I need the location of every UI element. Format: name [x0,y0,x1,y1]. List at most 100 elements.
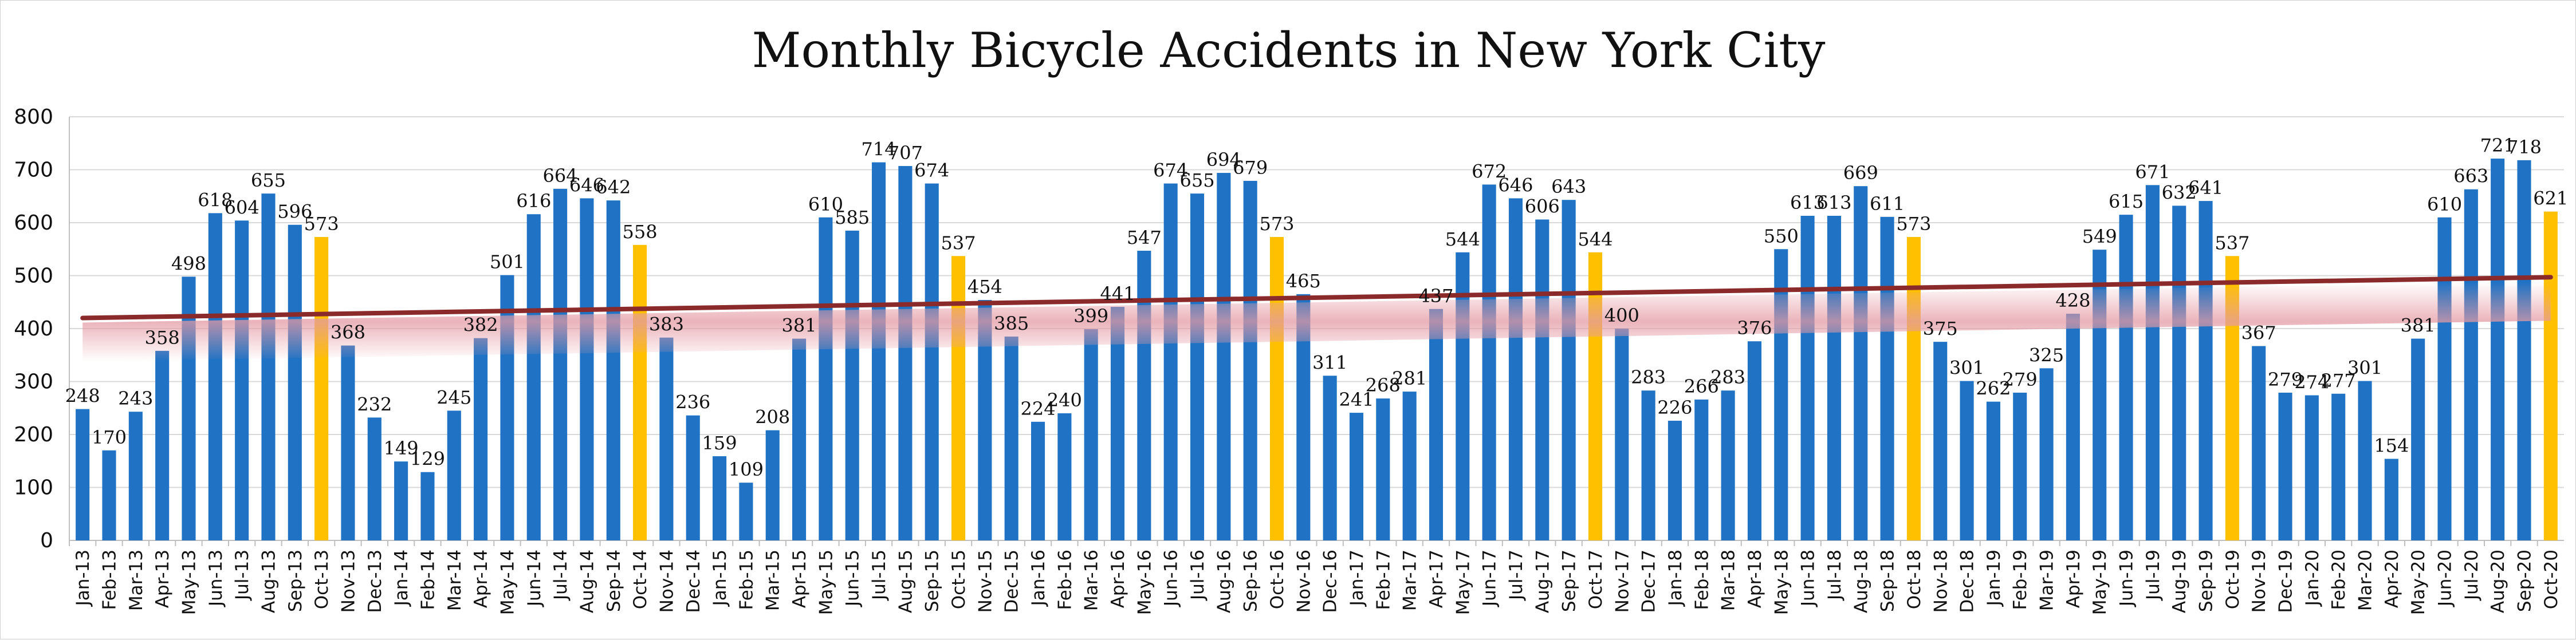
data-label-Jul-19: 671 [2135,161,2170,183]
data-label-Jul-15: 714 [862,139,896,160]
bar-Oct-15 [951,256,966,540]
x-tick-label: Sep-18 [1878,550,1898,612]
x-tick-label: Aug-15 [895,550,916,613]
data-label-May-15: 610 [808,193,843,215]
data-label-Dec-16: 311 [1312,351,1347,373]
x-tick-label: Aug-18 [1851,550,1871,613]
data-label-Apr-20: 154 [2374,435,2409,457]
x-tick-label: Jul-14 [550,550,571,601]
data-label-Nov-17: 400 [1604,305,1639,326]
bar-Sep-18 [1880,216,1894,540]
bar-Apr-15 [792,338,807,540]
bar-Feb-17 [1376,398,1390,540]
data-label-Aug-17: 606 [1525,195,1560,217]
bar-Aug-13 [261,193,276,540]
x-tick-label: Mar-17 [1400,550,1421,611]
bar-Jun-16 [1163,183,1178,540]
bar-Oct-17 [1588,252,1603,540]
bar-Feb-13 [102,450,116,540]
x-tick-label: Sep-14 [604,550,624,612]
x-tick-label: Mar-16 [1081,550,1102,611]
bar-layer [76,159,2558,541]
x-tick-label: Jun-14 [524,550,545,607]
x-tick-label: Feb-13 [99,550,120,610]
data-label-Jul-18: 613 [1816,192,1851,214]
data-label-Feb-20: 277 [2321,370,2356,392]
bar-Aug-18 [1854,186,1868,540]
bar-Sep-17 [1562,200,1576,541]
x-tick-label: May-13 [179,550,199,615]
data-label-Sep-17: 643 [1551,176,1586,197]
data-label-Apr-13: 358 [145,327,180,349]
data-label-Mar-17: 281 [1392,368,1427,389]
data-label-Mar-13: 243 [118,388,153,409]
data-label-Jul-20: 663 [2453,165,2488,187]
bar-May-13 [182,276,196,540]
bar-Dec-17 [1641,390,1655,540]
x-tick-label: Oct-13 [312,550,332,609]
bar-Apr-14 [474,338,488,540]
x-tick-label: Jul-13 [232,550,253,601]
data-label-Nov-14: 383 [649,314,684,335]
bar-Apr-18 [1747,341,1761,540]
bar-Jul-18 [1827,215,1841,541]
bar-Sep-16 [1243,180,1257,540]
bar-Nov-19 [2252,346,2266,540]
x-tick-label: Jun-13 [206,550,226,607]
y-tick-label: 400 [14,317,53,341]
x-tick-label: Jan-14 [391,550,412,607]
x-tick-label: Feb-14 [418,550,438,610]
bar-Feb-20 [2331,393,2346,540]
y-tick-label: 300 [14,370,53,394]
data-label-Sep-18: 611 [1870,193,1905,215]
data-label-Dec-14: 236 [675,392,710,413]
data-label-Jun-16: 674 [1153,160,1188,181]
bar-Aug-17 [1535,219,1549,540]
data-label-Sep-16: 679 [1233,157,1268,179]
x-tick-label: Feb-17 [1373,550,1394,610]
bar-Dec-15 [1004,336,1018,540]
data-label-Nov-13: 368 [331,322,365,343]
bar-Dec-19 [2278,392,2292,540]
x-tick-label: Aug-19 [2169,550,2190,613]
bar-Jun-13 [208,213,222,541]
data-label-Dec-18: 301 [1949,357,1984,379]
y-tick-label: 200 [14,423,53,447]
bar-Jun-17 [1482,184,1496,540]
x-tick-label: Mar-20 [2355,550,2376,611]
x-tick-label: Sep-13 [285,550,306,612]
x-tick-label: Jun-19 [2117,550,2137,607]
data-label-Sep-19: 641 [2188,177,2223,199]
data-label-Oct-17: 544 [1578,228,1613,250]
data-label-Jun-17: 672 [1472,160,1507,182]
x-tick-label: Mar-19 [2037,550,2058,611]
bar-Jul-16 [1190,193,1205,540]
x-tick-label: Jul-18 [1824,550,1845,601]
data-label-Jun-13: 618 [198,189,233,211]
x-tick-label: Oct-17 [1586,550,1606,609]
data-label-Sep-14: 642 [596,176,631,198]
data-label-Oct-18: 573 [1896,213,1931,235]
bar-Mar-20 [2358,381,2372,540]
bar-Jan-17 [1349,413,1364,540]
x-tick-label: Feb-18 [1692,550,1712,610]
data-label-Dec-15: 385 [994,313,1029,334]
data-label-Aug-14: 646 [569,174,604,196]
data-label-Jan-15: 159 [702,432,737,454]
x-tick-label: Jan-19 [1984,550,2004,607]
bar-Feb-19 [2013,392,2027,540]
x-tick-label: Apr-17 [1426,550,1447,608]
x-tick-label: Feb-19 [2010,550,2031,610]
bar-Jan-16 [1031,421,1045,540]
bar-Feb-18 [1694,399,1709,540]
bar-Oct-18 [1906,236,1921,541]
x-tick-label: Jan-17 [1347,550,1367,607]
bar-Dec-13 [367,417,382,540]
data-label-Mar-14: 245 [436,386,471,408]
bar-Mar-19 [2039,368,2054,540]
bar-Jan-15 [713,456,727,540]
y-tick-label: 500 [14,264,53,288]
data-label-Jul-17: 646 [1498,174,1533,196]
